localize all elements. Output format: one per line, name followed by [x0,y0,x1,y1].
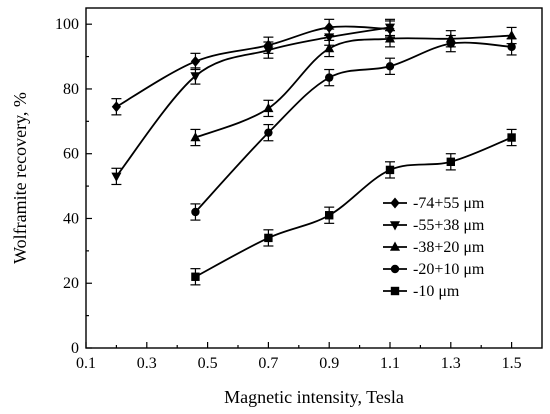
x-tick-label: 0.5 [198,355,218,372]
data-point [385,165,395,175]
legend-marker [389,241,401,251]
data-point [190,55,201,67]
plot-frame [85,7,543,349]
data-point [506,30,517,40]
data-point [325,73,334,82]
legend-marker [390,286,400,296]
y-tick-label: 60 [63,146,79,163]
x-tick-label: 0.7 [258,355,278,372]
legend-label: -10 μm [413,283,460,300]
legend-label: -74+55 μm [413,195,485,212]
series-5 [190,128,517,286]
y-tick-label: 20 [63,275,79,292]
legend-item: -20+10 μm [383,261,485,278]
series-4 [190,34,517,221]
x-tick-label: 0.9 [319,355,339,372]
data-point [191,272,200,281]
legend-label: -55+38 μm [413,217,485,234]
data-point [263,102,274,113]
y-tick-label: 100 [55,16,79,33]
x-tick-label: 1.3 [441,355,461,372]
y-axis: 0 20 40 60 80 100 [55,16,92,357]
data-point [324,43,335,53]
series-line [194,41,512,213]
data-point [325,211,334,220]
x-tick-label: 0.3 [137,355,157,372]
series-line [195,136,512,278]
data-point [385,62,395,71]
data-point [384,33,396,43]
legend-label: -38+20 μm [413,239,485,256]
data-point [111,172,122,182]
legend: -74+55 μm -55+38 μm -38+20 μm -20+10 μm -10 … [383,195,485,300]
data-point [190,72,201,82]
series-2 [111,18,396,186]
data-point [324,21,334,33]
data-point [264,128,273,137]
y-tick-label: 0 [71,340,79,357]
data-point [446,39,455,48]
data-point [384,23,396,33]
data-point [263,46,274,56]
data-point [324,33,335,43]
x-tick-label: 0.1 [76,355,96,372]
legend-label: -20+10 μm [413,261,485,278]
x-axis: 0.1 0.3 0.5 0.7 0.9 1.1 1.3 1.5 [76,342,522,372]
data-point [507,42,516,52]
legend-marker [389,221,401,231]
legend-item: -38+20 μm [383,239,485,256]
x-axis-title: Magnetic intensity, Tesla [224,387,404,407]
legend-item: -10 μm [383,283,460,300]
legend-marker [390,197,400,209]
data-point [191,207,200,217]
series-layer [111,18,517,286]
y-axis-title: Wolframite recovery, % [10,92,30,264]
y-tick-label: 40 [63,210,79,227]
x-tick-label: 1.1 [380,355,400,372]
data-point [111,101,122,113]
data-point [190,132,201,142]
legend-item: -74+55 μm [383,195,485,212]
data-point [264,233,273,243]
y-tick-label: 80 [63,81,79,98]
legend-marker [390,264,400,274]
data-point [507,133,516,142]
series-line [115,26,391,177]
data-point [446,157,455,167]
series-3 [190,26,517,147]
legend-item: -55+38 μm [383,217,485,234]
plot-area [85,7,543,349]
x-tick-label: 1.5 [502,355,522,372]
series-line [115,25,391,108]
